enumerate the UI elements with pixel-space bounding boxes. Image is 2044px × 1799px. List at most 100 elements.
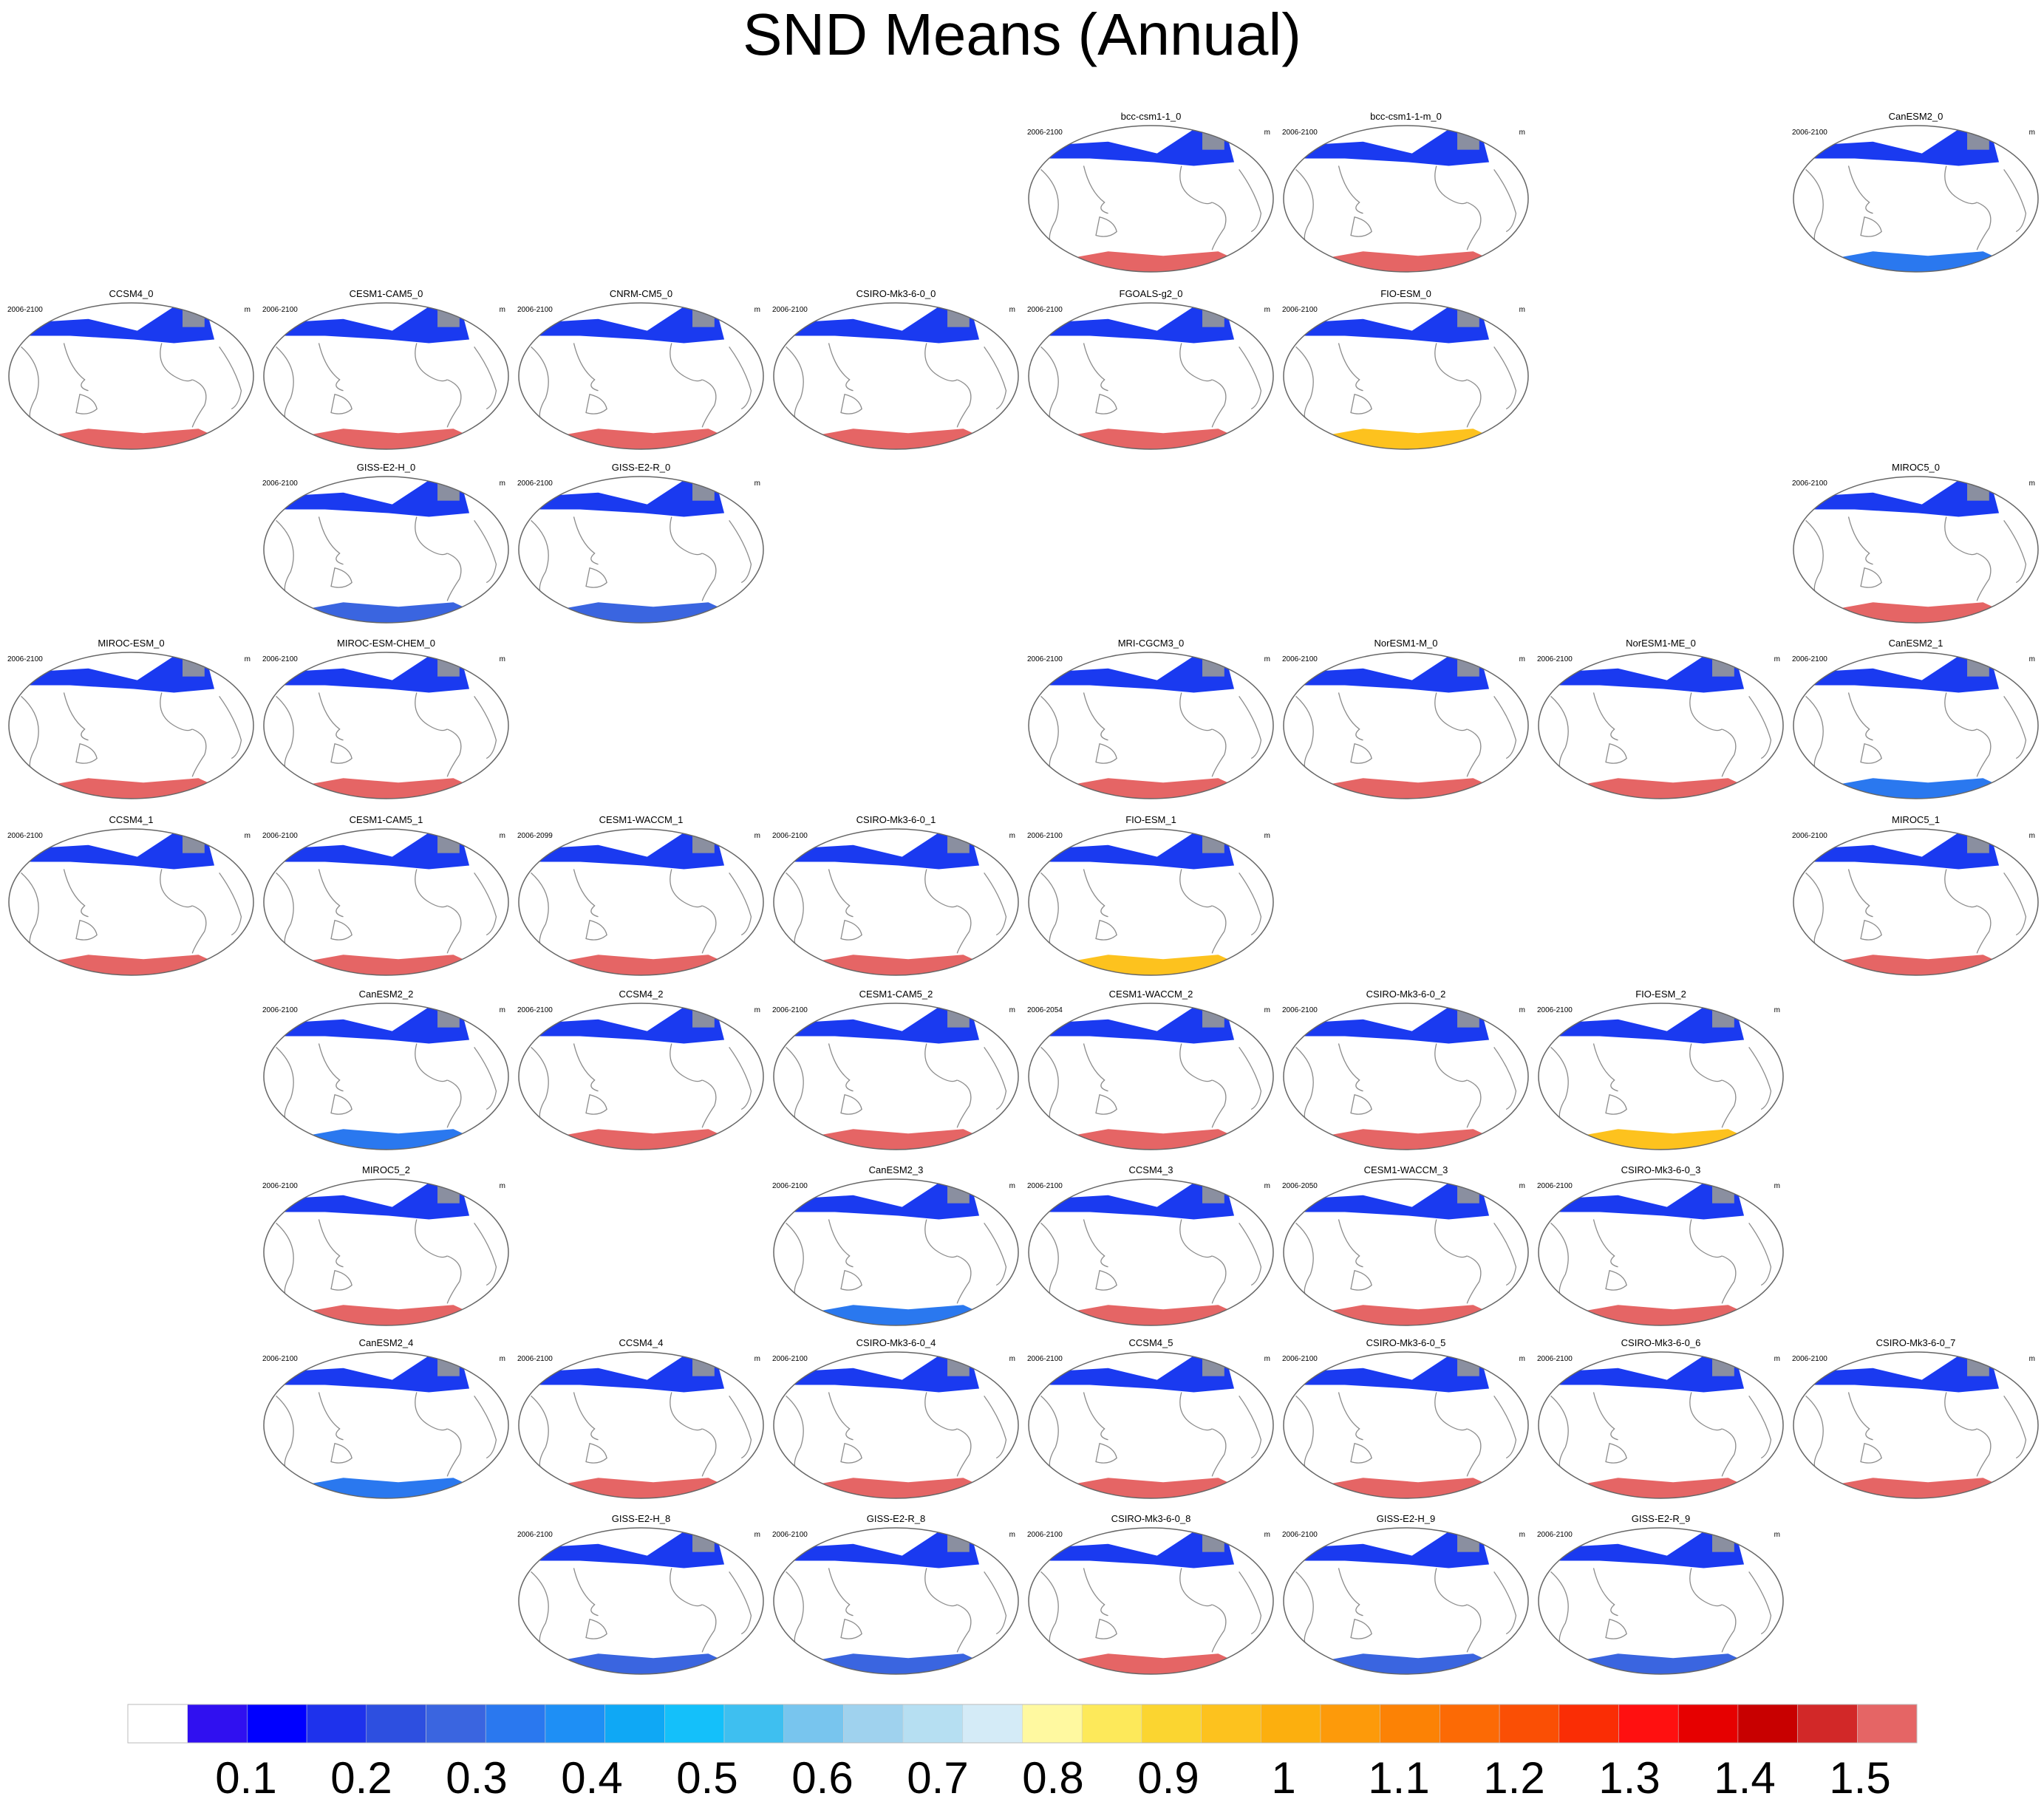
panel-title: CCSM4_2 bbox=[619, 989, 664, 1000]
coastline bbox=[1721, 1604, 1737, 1653]
coastline bbox=[1805, 519, 1824, 594]
panel-title: MIROC-ESM_0 bbox=[98, 638, 164, 649]
globe-outline bbox=[263, 828, 509, 976]
map-panel: CESM1-WACCM_3 2006-2050 m bbox=[1282, 1164, 1529, 1326]
coastline bbox=[924, 1043, 958, 1082]
coastline bbox=[1944, 1392, 1977, 1431]
panel-period: 2006-2100 bbox=[1282, 1006, 1318, 1014]
panel-period: 2006-2100 bbox=[772, 1006, 808, 1014]
coastline bbox=[828, 1043, 854, 1092]
panel-title: MRI-CGCM3_0 bbox=[1118, 638, 1185, 649]
globe-outline bbox=[518, 302, 764, 450]
globe-outline bbox=[1283, 125, 1529, 273]
coastline bbox=[1976, 202, 1992, 250]
northern-snow-band bbox=[1290, 1182, 1490, 1220]
panel-period: 2006-2100 bbox=[1537, 1355, 1573, 1363]
antarctic-snow-band bbox=[55, 778, 215, 799]
coastline bbox=[1748, 1047, 1772, 1110]
coastline bbox=[2003, 696, 2027, 759]
map-panel: CNRM-CM5_0 2006-2100 m bbox=[517, 288, 764, 450]
coastline bbox=[1592, 692, 1618, 741]
map-panel: GISS-E2-H_8 2006-2100 m bbox=[517, 1513, 764, 1675]
northern-snow-band bbox=[525, 306, 725, 344]
globe-outline bbox=[518, 1003, 764, 1150]
coastline bbox=[63, 692, 89, 741]
panel-title: CCSM4_0 bbox=[109, 288, 154, 299]
panel-period: 2006-2100 bbox=[772, 1182, 808, 1190]
colorbar-frame bbox=[127, 1704, 1918, 1744]
panel-unit: m bbox=[1264, 655, 1270, 663]
coastline bbox=[75, 919, 98, 941]
colorbar-tick-label: 1.3 bbox=[1598, 1753, 1660, 1799]
coastline bbox=[1040, 346, 1059, 420]
coastline bbox=[1239, 1047, 1262, 1110]
coastline bbox=[330, 1442, 352, 1464]
coastline bbox=[1295, 695, 1314, 770]
antarctic-snow-band bbox=[565, 429, 725, 449]
antarctic-snow-band bbox=[565, 955, 725, 975]
globe-outline bbox=[518, 1351, 764, 1499]
globe-outline bbox=[8, 828, 254, 976]
panel-unit: m bbox=[500, 1355, 505, 1363]
antarctic-snow-band bbox=[1074, 251, 1235, 272]
colorbar-box bbox=[1558, 1704, 1619, 1744]
coastline bbox=[573, 343, 599, 392]
map-panel: CCSM4_5 2006-2100 m bbox=[1027, 1337, 1274, 1499]
panel-unit: m bbox=[245, 655, 251, 663]
coastline bbox=[1434, 1219, 1468, 1258]
colorbar-box bbox=[962, 1704, 1023, 1744]
coastline bbox=[1179, 692, 1213, 731]
coastline bbox=[1350, 1618, 1372, 1639]
northern-snow-band bbox=[1290, 129, 1490, 166]
coastline bbox=[1083, 869, 1108, 918]
coastline bbox=[573, 1043, 599, 1092]
panel-unit: m bbox=[1774, 1006, 1780, 1014]
panel-title: FGOALS-g2_0 bbox=[1120, 288, 1183, 299]
coastline bbox=[786, 346, 804, 420]
panel-title: GISS-E2-H_0 bbox=[357, 462, 415, 473]
panel-unit: m bbox=[754, 1355, 760, 1363]
panel-title: NorESM1-ME_0 bbox=[1626, 638, 1696, 649]
coastline bbox=[1179, 343, 1213, 382]
panel-unit: m bbox=[1774, 655, 1780, 663]
panel-unit: m bbox=[1264, 1355, 1270, 1363]
panel-unit: m bbox=[500, 1006, 505, 1014]
coastline bbox=[276, 1222, 294, 1297]
coastline bbox=[1847, 692, 1873, 741]
coastline bbox=[75, 393, 98, 414]
coastline bbox=[670, 1392, 703, 1431]
panel-period: 2006-2100 bbox=[1282, 1355, 1318, 1363]
colorbar-box bbox=[1261, 1704, 1321, 1744]
coastline bbox=[1944, 165, 1977, 205]
globe-outline bbox=[8, 652, 254, 799]
coastline bbox=[1805, 695, 1824, 770]
coastline bbox=[1976, 905, 1992, 954]
northern-snow-band bbox=[1544, 1006, 1745, 1044]
coastline bbox=[984, 873, 1007, 936]
coastline bbox=[446, 379, 462, 428]
panel-unit: m bbox=[2029, 655, 2035, 663]
globe-outline bbox=[1538, 1178, 1784, 1326]
antarctic-snow-band bbox=[310, 1478, 470, 1498]
panel-title: CCSM4_4 bbox=[619, 1337, 664, 1348]
colorbar-box bbox=[1737, 1704, 1798, 1744]
northern-snow-band bbox=[525, 479, 725, 517]
coastline bbox=[330, 1269, 352, 1291]
northern-snow-band bbox=[1290, 1531, 1490, 1568]
coastline bbox=[1338, 1219, 1363, 1268]
coastline bbox=[573, 1392, 599, 1441]
globe-outline bbox=[263, 1178, 509, 1326]
antarctic-snow-band bbox=[820, 1305, 980, 1325]
colorbar-tick-label: 1 bbox=[1271, 1753, 1295, 1799]
panel-period: 2006-2100 bbox=[1537, 1006, 1573, 1014]
coastline bbox=[1295, 168, 1314, 243]
coastline bbox=[729, 1396, 752, 1459]
panel-unit: m bbox=[1519, 655, 1525, 663]
map-panel: FIO-ESM_1 2006-2100 m bbox=[1027, 814, 1274, 976]
globe-outline bbox=[1283, 1351, 1529, 1499]
panel-unit: m bbox=[1519, 1006, 1525, 1014]
northern-snow-band bbox=[270, 1355, 470, 1393]
coastline bbox=[1295, 346, 1314, 420]
coastline bbox=[21, 346, 39, 420]
coastline bbox=[729, 1047, 752, 1110]
